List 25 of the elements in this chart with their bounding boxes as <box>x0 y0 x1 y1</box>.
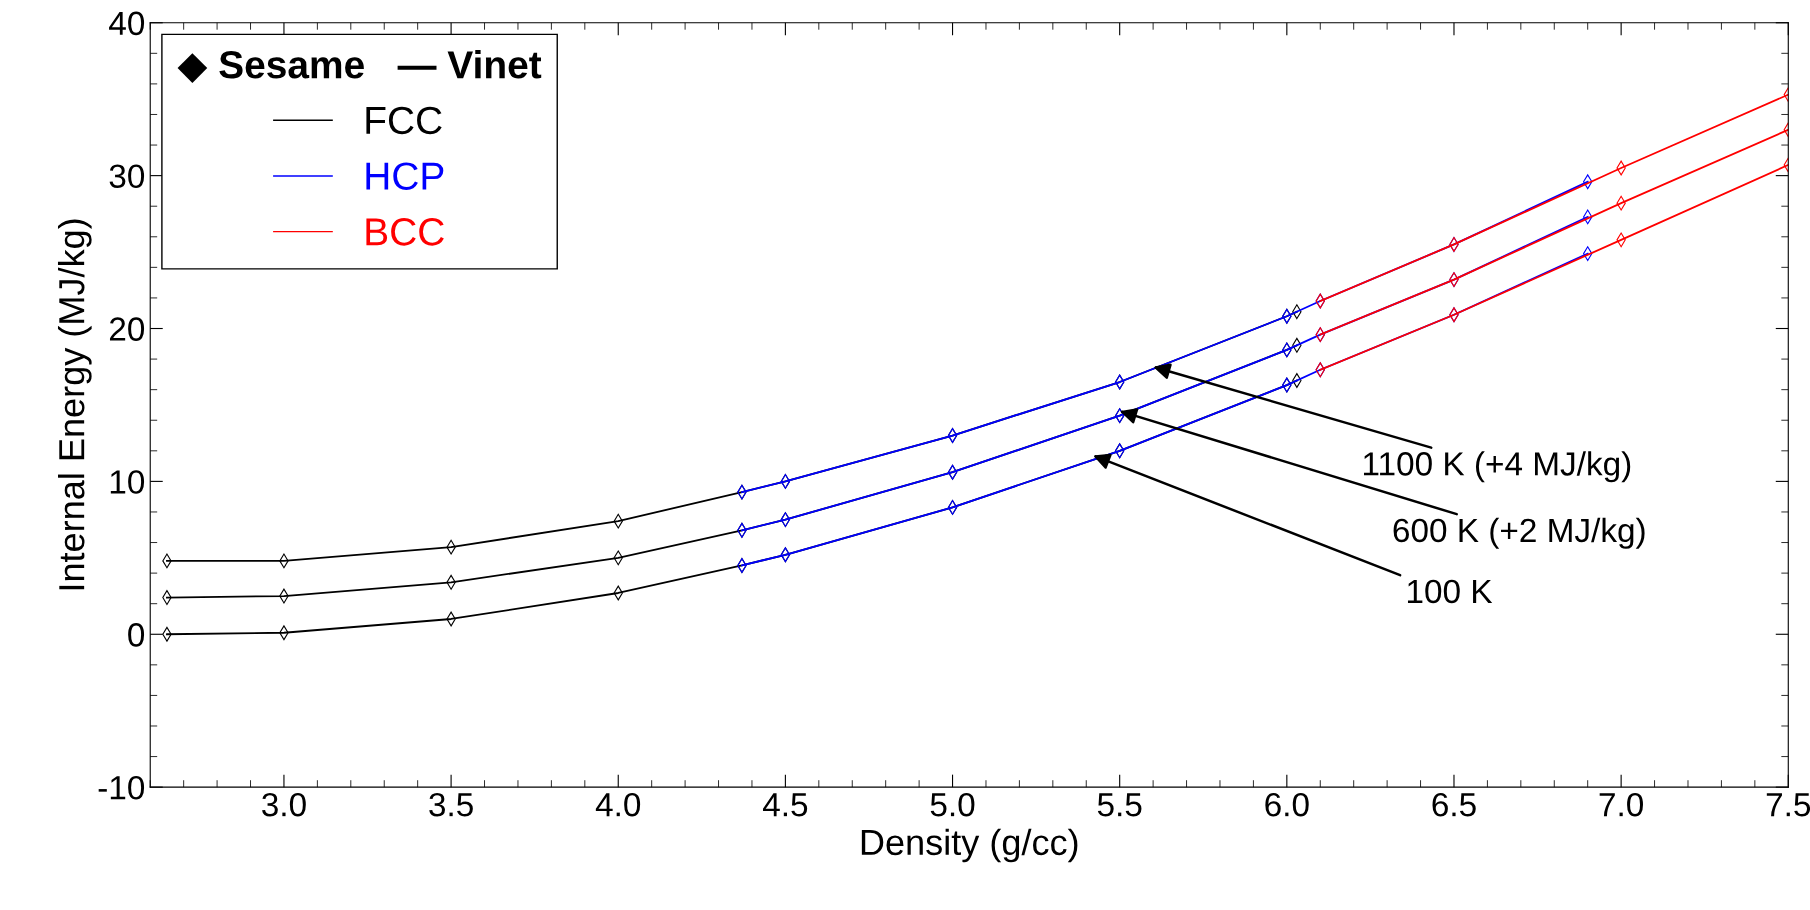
annotation: 600 K (+2 MJ/kg) <box>1393 517 1645 549</box>
y-tick-label: -10 <box>98 775 145 800</box>
y-tick-label: 10 <box>110 470 145 494</box>
y-tick-label: 0 <box>128 623 145 647</box>
x-tick-label: 5.5 <box>1097 793 1142 817</box>
x-tick-label: 7.0 <box>1599 792 1643 817</box>
x-tick-label: 4.0 <box>595 792 641 817</box>
legend-label: BCC <box>366 218 444 246</box>
legend-label: FCC <box>366 106 442 135</box>
annotation: 1100 K (+4 MJ/kg) <box>1363 451 1631 483</box>
legend-label: HCP <box>366 162 444 190</box>
legend-title: ◆ Sesame — Vinet <box>177 49 542 83</box>
annotation: 100 K <box>1407 579 1493 604</box>
x-tick-label: 6.0 <box>1265 792 1309 817</box>
x-tick-label: 5.0 <box>930 792 975 817</box>
x-tick-label: 3.5 <box>429 792 473 817</box>
y-tick-label: 20 <box>109 317 145 341</box>
x-tick-label: 3.0 <box>262 792 306 817</box>
x-axis-title: Density (g/cc) <box>861 828 1078 863</box>
x-tick-label: 6.5 <box>1432 792 1476 817</box>
x-tick-label: 7.5 <box>1766 793 1810 817</box>
y-tick-label: 40 <box>109 11 145 36</box>
x-tick-label: 4.5 <box>762 793 808 817</box>
y-tick-label: 30 <box>109 164 145 189</box>
y-axis-title: Internal Energy (MJ/kg) <box>57 219 92 590</box>
